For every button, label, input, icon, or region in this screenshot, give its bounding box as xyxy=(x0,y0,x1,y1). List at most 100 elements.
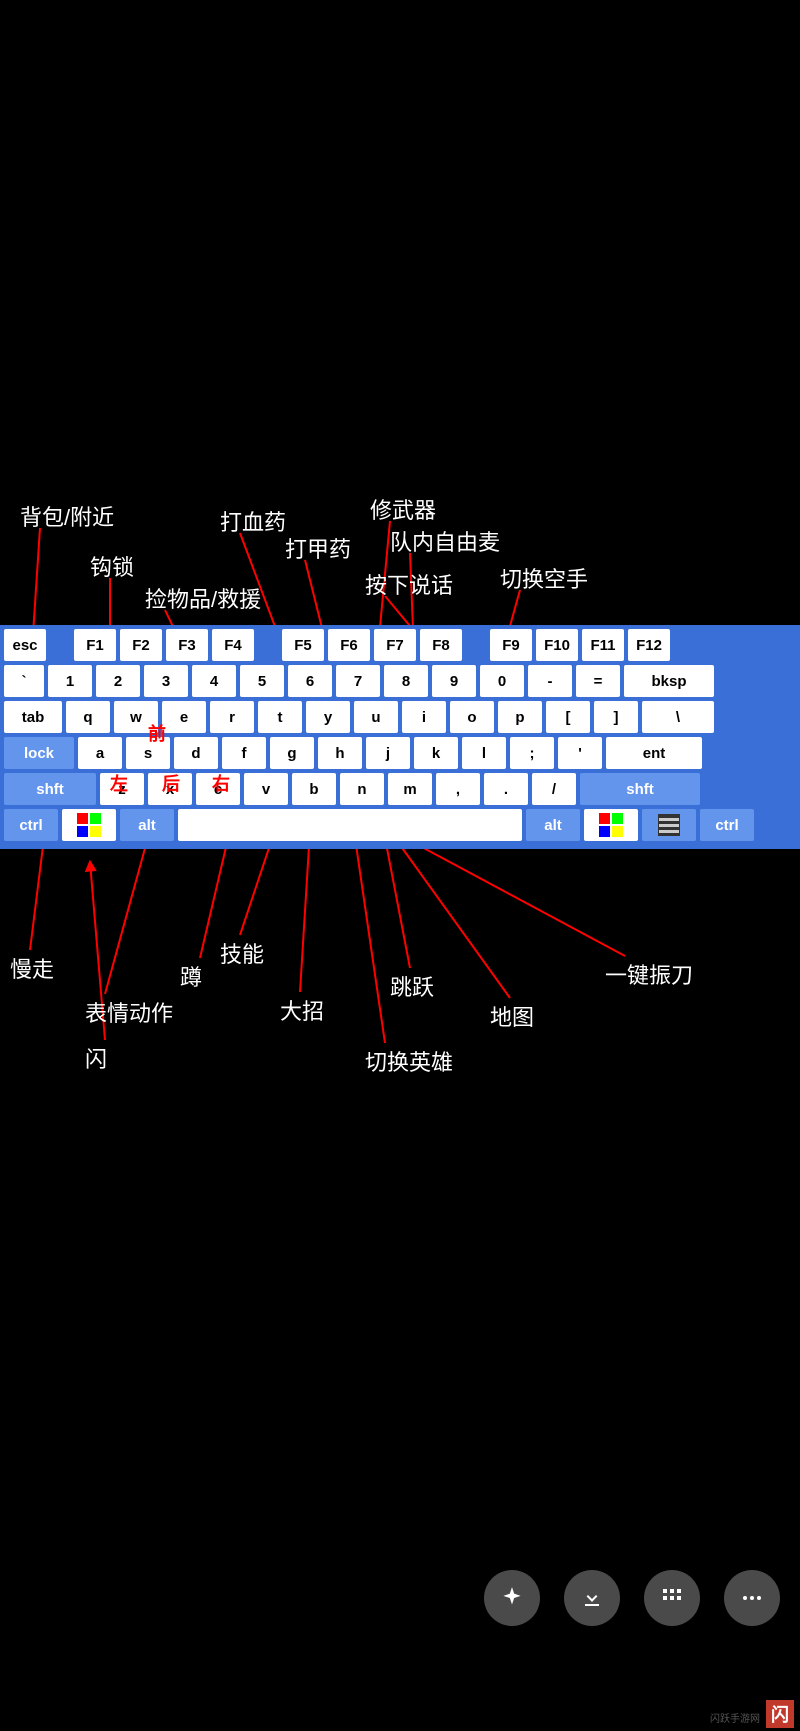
key-f: f xyxy=(222,737,266,769)
annotation-parry: 一键振刀 xyxy=(605,958,693,990)
key-esc: esc xyxy=(4,629,46,661)
key-/: / xyxy=(532,773,576,805)
annotation-armor: 打甲药 xyxy=(285,532,351,564)
key-h: h xyxy=(318,737,362,769)
key-d: d xyxy=(174,737,218,769)
direction-right: 右 xyxy=(212,770,230,796)
key-9: 9 xyxy=(432,665,476,697)
key-3: 3 xyxy=(144,665,188,697)
grid-button[interactable] xyxy=(644,1570,700,1626)
key-ctrl: ctrl xyxy=(700,809,754,841)
key-b: b xyxy=(292,773,336,805)
key-q: q xyxy=(66,701,110,733)
annotation-flash: 闪 xyxy=(85,1042,107,1074)
key-f4: F4 xyxy=(212,629,254,661)
watermark-text: 闪跃手游网 xyxy=(710,1710,760,1725)
key-menu xyxy=(642,809,696,841)
key-e: e xyxy=(162,701,206,733)
key-win xyxy=(584,809,638,841)
key-8: 8 xyxy=(384,665,428,697)
annotation-hook: 钩锁 xyxy=(90,550,134,582)
key-o: o xyxy=(450,701,494,733)
key-7: 7 xyxy=(336,665,380,697)
annotation-freemic: 队内自由麦 xyxy=(390,525,500,557)
key-alt: alt xyxy=(526,809,580,841)
key-': ' xyxy=(558,737,602,769)
key-,: , xyxy=(436,773,480,805)
key-;: ; xyxy=(510,737,554,769)
annotation-swaphero: 切换英雄 xyxy=(365,1045,453,1077)
key-f7: F7 xyxy=(374,629,416,661)
watermark-icon: 闪 xyxy=(766,1700,794,1728)
key-f6: F6 xyxy=(328,629,370,661)
key-]: ] xyxy=(594,701,638,733)
spark-button[interactable] xyxy=(484,1570,540,1626)
key-g: g xyxy=(270,737,314,769)
key-tab: tab xyxy=(4,701,62,733)
key-1: 1 xyxy=(48,665,92,697)
key-.: . xyxy=(484,773,528,805)
key-bksp: bksp xyxy=(624,665,714,697)
annotation-talk: 按下说话 xyxy=(365,568,453,600)
key-y: y xyxy=(306,701,350,733)
key-4: 4 xyxy=(192,665,236,697)
annotation-backpack: 背包/附近 xyxy=(20,500,114,532)
key-p: p xyxy=(498,701,542,733)
key-`: ` xyxy=(4,665,44,697)
key-i: i xyxy=(402,701,446,733)
direction-left: 左 xyxy=(110,770,128,796)
key-\: \ xyxy=(642,701,714,733)
key-shft: shft xyxy=(580,773,700,805)
annotation-blood: 打血药 xyxy=(220,505,286,537)
key-f9: F9 xyxy=(490,629,532,661)
key-0: 0 xyxy=(480,665,524,697)
annotation-crouch: 蹲 xyxy=(180,960,202,992)
key-2: 2 xyxy=(96,665,140,697)
key-l: l xyxy=(462,737,506,769)
annotation-swaphand: 切换空手 xyxy=(500,562,588,594)
key-r: r xyxy=(210,701,254,733)
annotation-pickup: 捡物品/救援 xyxy=(145,582,261,614)
annotation-walk: 慢走 xyxy=(10,952,54,984)
direction-forward: 前 xyxy=(148,720,166,746)
key-lock: lock xyxy=(4,737,74,769)
key-f1: F1 xyxy=(74,629,116,661)
annotation-emote: 表情动作 xyxy=(85,996,173,1028)
annotation-ult: 大招 xyxy=(280,994,324,1026)
key-f11: F11 xyxy=(582,629,624,661)
annotation-repair: 修武器 xyxy=(370,493,436,525)
key-ctrl: ctrl xyxy=(4,809,58,841)
key-[: [ xyxy=(546,701,590,733)
key-u: u xyxy=(354,701,398,733)
key-alt: alt xyxy=(120,809,174,841)
key-f8: F8 xyxy=(420,629,462,661)
key-a: a xyxy=(78,737,122,769)
annotation-map: 地图 xyxy=(490,1000,534,1032)
key-t: t xyxy=(258,701,302,733)
download-button[interactable] xyxy=(564,1570,620,1626)
annotation-jump: 跳跃 xyxy=(390,970,434,1002)
key-=: = xyxy=(576,665,620,697)
toolbar xyxy=(484,1570,780,1626)
key-f10: F10 xyxy=(536,629,578,661)
key-f3: F3 xyxy=(166,629,208,661)
key-ent: ent xyxy=(606,737,702,769)
direction-back: 后 xyxy=(162,770,180,796)
key-n: n xyxy=(340,773,384,805)
key-f2: F2 xyxy=(120,629,162,661)
annotation-skill: 技能 xyxy=(220,937,264,969)
key-6: 6 xyxy=(288,665,332,697)
key-j: j xyxy=(366,737,410,769)
key-f12: F12 xyxy=(628,629,670,661)
keyboard-diagram: esc F1F2F3F4 F5F6F7F8 F9F10F11F12 `123456789… xyxy=(0,625,800,849)
key-space xyxy=(178,809,522,841)
key-v: v xyxy=(244,773,288,805)
key-5: 5 xyxy=(240,665,284,697)
key-win xyxy=(62,809,116,841)
key-shft: shft xyxy=(4,773,96,805)
key-m: m xyxy=(388,773,432,805)
more-button[interactable] xyxy=(724,1570,780,1626)
key--: - xyxy=(528,665,572,697)
key-f5: F5 xyxy=(282,629,324,661)
key-k: k xyxy=(414,737,458,769)
